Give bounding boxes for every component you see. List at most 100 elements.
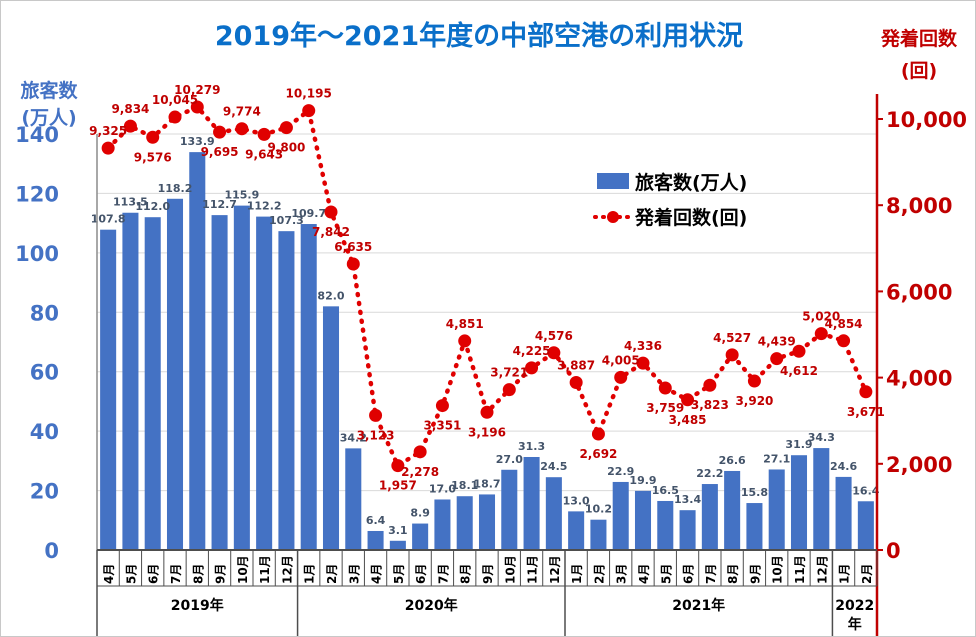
- bar: [166, 198, 184, 550]
- flight-point: [814, 327, 828, 341]
- bar: [189, 152, 206, 550]
- month-label: 4月: [637, 564, 651, 584]
- flight-value-label: 9,695: [201, 145, 239, 159]
- flight-value-label: 3,823: [691, 398, 729, 412]
- bar: [835, 476, 852, 550]
- flight-value-label: 7,842: [312, 225, 350, 239]
- flight-value-label: 4,225: [513, 344, 551, 358]
- flight-point: [725, 348, 739, 362]
- bar: [122, 212, 139, 550]
- bar-value-label: 13.4: [674, 493, 701, 506]
- legend-label-flights: 発着回数(回): [634, 206, 747, 229]
- right-axis-ticks: 0 2,000 4,000 6,000 8,000 10,000: [877, 108, 967, 563]
- bar: [144, 217, 161, 550]
- bar-value-label: 112.0: [135, 200, 170, 213]
- chart-title: 2019年～2021年度の中部空港の利用状況: [215, 20, 743, 52]
- flight-point: [792, 344, 806, 358]
- month-label: 10月: [771, 555, 785, 584]
- legend-swatch-passengers: [597, 173, 629, 189]
- month-label: 8月: [191, 564, 205, 584]
- right-tick-label: 6,000: [886, 280, 952, 304]
- right-tick-label: 2,000: [886, 453, 952, 477]
- bar: [746, 503, 763, 550]
- flight-point: [324, 205, 338, 219]
- month-label: 2月: [860, 564, 874, 584]
- month-label: 9月: [214, 564, 228, 584]
- flight-value-label: 4,527: [713, 331, 751, 345]
- month-label: 2月: [325, 564, 339, 584]
- flight-value-label: 9,774: [223, 105, 261, 119]
- right-axis-title-line1: 発着回数: [880, 27, 958, 50]
- bar-value-label: 26.6: [719, 454, 746, 467]
- flight-value-label: 4,005: [602, 353, 640, 367]
- bar: [679, 510, 696, 550]
- flight-point: [681, 393, 695, 407]
- bar-value-label: 10.2: [585, 503, 612, 516]
- month-label: 12月: [815, 555, 829, 584]
- bar: [345, 448, 362, 550]
- flight-point: [837, 334, 851, 348]
- left-axis-title-line1: 旅客数: [20, 79, 78, 102]
- flight-point: [369, 408, 383, 422]
- flight-value-label: 9,576: [134, 150, 172, 164]
- flight-value-label: 4,439: [758, 335, 796, 349]
- flight-point: [547, 346, 561, 360]
- axes: [96, 94, 879, 636]
- left-axis-title-line2: (万人): [21, 107, 76, 129]
- left-tick-label: 60: [30, 361, 59, 385]
- bar: [813, 448, 830, 550]
- month-label: 11月: [526, 555, 540, 584]
- bar: [233, 205, 250, 550]
- bar: [768, 469, 785, 550]
- month-label: 2月: [592, 564, 606, 584]
- right-tick-label: 8,000: [886, 194, 952, 218]
- flights-points: [101, 100, 873, 473]
- flight-value-label: 1,957: [379, 479, 417, 493]
- bar: [456, 496, 473, 550]
- month-label: 5月: [124, 564, 138, 584]
- month-label: 7月: [704, 564, 718, 584]
- flight-point: [636, 356, 650, 370]
- bar-value-label: 31.3: [518, 440, 545, 453]
- flight-value-label: 3,351: [423, 419, 461, 433]
- bar-value-label: 34.3: [808, 431, 835, 444]
- month-label: 8月: [726, 564, 740, 584]
- flight-value-label: 9,643: [245, 147, 283, 161]
- flight-value-label: 3,196: [468, 425, 506, 439]
- month-label: 5月: [659, 564, 673, 584]
- month-label: 11月: [793, 555, 807, 584]
- bar-value-label: 31.9: [785, 438, 812, 451]
- flight-point: [770, 352, 784, 366]
- flight-point: [591, 427, 605, 441]
- flight-value-label: 10,045: [152, 93, 198, 107]
- bar: [701, 484, 718, 550]
- bar: [857, 501, 874, 550]
- flight-point: [458, 334, 472, 348]
- flight-point: [569, 375, 583, 389]
- flight-value-label: 3,671: [847, 405, 885, 419]
- flight-point: [190, 100, 204, 114]
- bar: [100, 229, 117, 550]
- bar-value-label: 27.1: [763, 452, 790, 465]
- flight-value-label: 4,336: [624, 339, 662, 353]
- flight-value-label: 2,278: [401, 465, 439, 479]
- flight-point: [413, 445, 427, 459]
- legend: 旅客数(万人) 発着回数(回): [593, 171, 747, 229]
- bar: [545, 477, 562, 550]
- bar-value-label: 118.2: [158, 182, 193, 195]
- flight-value-label: 3,887: [557, 358, 595, 372]
- flight-point: [146, 130, 160, 144]
- flight-point: [168, 110, 182, 124]
- bar: [434, 499, 451, 550]
- bar: [478, 494, 496, 550]
- month-label: 3月: [615, 564, 629, 584]
- month-label: 12月: [548, 555, 562, 584]
- legend-label-passengers: 旅客数(万人): [635, 171, 747, 194]
- month-label: 3月: [347, 564, 361, 584]
- legend-swatch-flights-dot: [607, 211, 619, 223]
- year-label: 2022: [835, 598, 874, 614]
- bar: [211, 215, 228, 550]
- year-label: 2020年: [405, 597, 458, 614]
